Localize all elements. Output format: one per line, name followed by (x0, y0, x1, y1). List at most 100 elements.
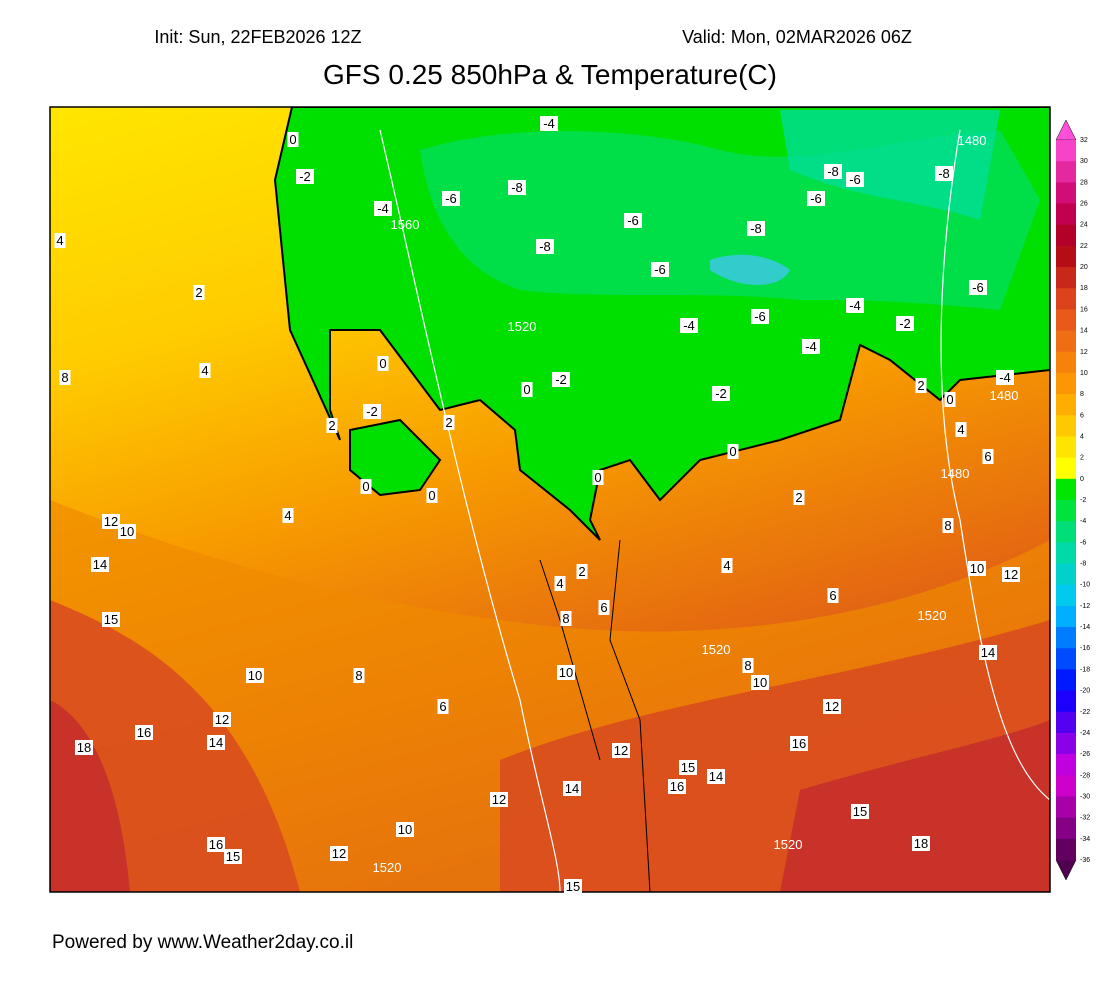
colder-region (780, 110, 1000, 220)
colorbar-label: -18 (1080, 666, 1090, 673)
height-label: 1520 (508, 319, 537, 334)
label-box (59, 370, 71, 385)
temperature-label: 10 (398, 822, 412, 837)
colorbar-label: 20 (1080, 264, 1088, 271)
temperature-label: 14 (981, 645, 995, 660)
temperature-label: -2 (715, 386, 727, 401)
temperature-label: -6 (972, 280, 984, 295)
label-box (508, 180, 526, 195)
colorbar-swatch (1056, 711, 1076, 734)
colorbar-label: -16 (1080, 645, 1090, 652)
label-box (326, 418, 338, 433)
colorbar-label: 2 (1080, 455, 1084, 462)
temperature-label: 6 (829, 588, 836, 603)
colorbar-swatch (1056, 648, 1076, 670)
label-box (846, 172, 864, 187)
colorbar-label: 8 (1080, 391, 1084, 398)
temperature-label: -6 (627, 213, 639, 228)
label-box (576, 564, 588, 579)
label-box (554, 576, 566, 591)
label-box (282, 508, 294, 523)
temperature-label: 0 (379, 356, 386, 371)
label-box (118, 524, 136, 539)
label-box (598, 600, 610, 615)
label-box (823, 699, 841, 714)
label-box (563, 781, 581, 796)
temperature-label: 14 (209, 735, 223, 750)
colorbar-label: 30 (1080, 158, 1088, 165)
colorbar-label: -4 (1080, 518, 1086, 525)
label-box (199, 363, 211, 378)
label-box (296, 169, 314, 184)
colorbar-label: -32 (1080, 815, 1090, 822)
label-box (668, 779, 686, 794)
temperature-label: 12 (1004, 567, 1018, 582)
temperature-label: 4 (201, 363, 208, 378)
colorbar-label: -10 (1080, 582, 1090, 589)
label-box (102, 612, 120, 627)
temperature-label: 6 (984, 449, 991, 464)
label-box (443, 415, 455, 430)
colorbar-label: -12 (1080, 603, 1090, 610)
label-box (374, 201, 392, 216)
temperature-label: 18 (77, 740, 91, 755)
height-label: 1480 (958, 133, 987, 148)
label-box (612, 743, 630, 758)
temperature-label: 8 (944, 518, 951, 533)
label-box (942, 518, 954, 533)
temperature-label: -8 (750, 221, 762, 236)
height-label: 1520 (373, 860, 402, 875)
temperature-label: 15 (681, 760, 695, 775)
temperature-label: 16 (209, 837, 223, 852)
label-box (896, 316, 914, 331)
colorbar-label: -30 (1080, 793, 1090, 800)
temperature-label: -4 (377, 201, 389, 216)
temperature-label: -8 (938, 166, 950, 181)
label-box (846, 298, 864, 313)
label-box (207, 735, 225, 750)
colorbar-label: -20 (1080, 688, 1090, 695)
colorbar-label: 22 (1080, 243, 1088, 250)
colorbar-label: -2 (1080, 497, 1086, 504)
label-box (912, 836, 930, 851)
label-box (536, 239, 554, 254)
temperature-label: 0 (362, 479, 369, 494)
colorbar-swatch (1056, 224, 1076, 247)
temperature-label: 12 (825, 699, 839, 714)
temperature-label: -8 (511, 180, 523, 195)
temperature-label: 14 (93, 557, 107, 572)
colorbar-label: 26 (1080, 201, 1088, 208)
temperature-label: 0 (729, 444, 736, 459)
label-box (712, 386, 730, 401)
colorbar-swatch (1056, 415, 1076, 437)
label-box (680, 318, 698, 333)
init-time: Init: Sun, 22FEB2026 12Z (154, 27, 361, 47)
temperature-label: 8 (355, 668, 362, 683)
label-box (996, 370, 1014, 385)
label-box (360, 479, 372, 494)
label-box (955, 422, 967, 437)
label-box (651, 262, 669, 277)
colorbar-label: -24 (1080, 730, 1090, 737)
temperature-label: -4 (683, 318, 695, 333)
label-box (353, 668, 365, 683)
colorbar-arrow-top (1055, 119, 1077, 141)
temperature-label: 2 (328, 418, 335, 433)
label-box (540, 116, 558, 131)
colorbar-label: 12 (1080, 349, 1088, 356)
colorbar-label: 18 (1080, 285, 1088, 292)
label-box (557, 665, 575, 680)
temperature-label: 10 (120, 524, 134, 539)
label-box (363, 404, 381, 419)
temperature-label: 16 (792, 736, 806, 751)
temperature-label: 4 (723, 558, 730, 573)
temperature-label: 4 (284, 508, 291, 523)
label-box (915, 378, 927, 393)
colorbar-swatch (1056, 563, 1076, 586)
temperature-label: -6 (654, 262, 666, 277)
label-box (944, 392, 956, 407)
colorbar-swatch (1056, 140, 1076, 162)
temperature-label: 0 (946, 392, 953, 407)
